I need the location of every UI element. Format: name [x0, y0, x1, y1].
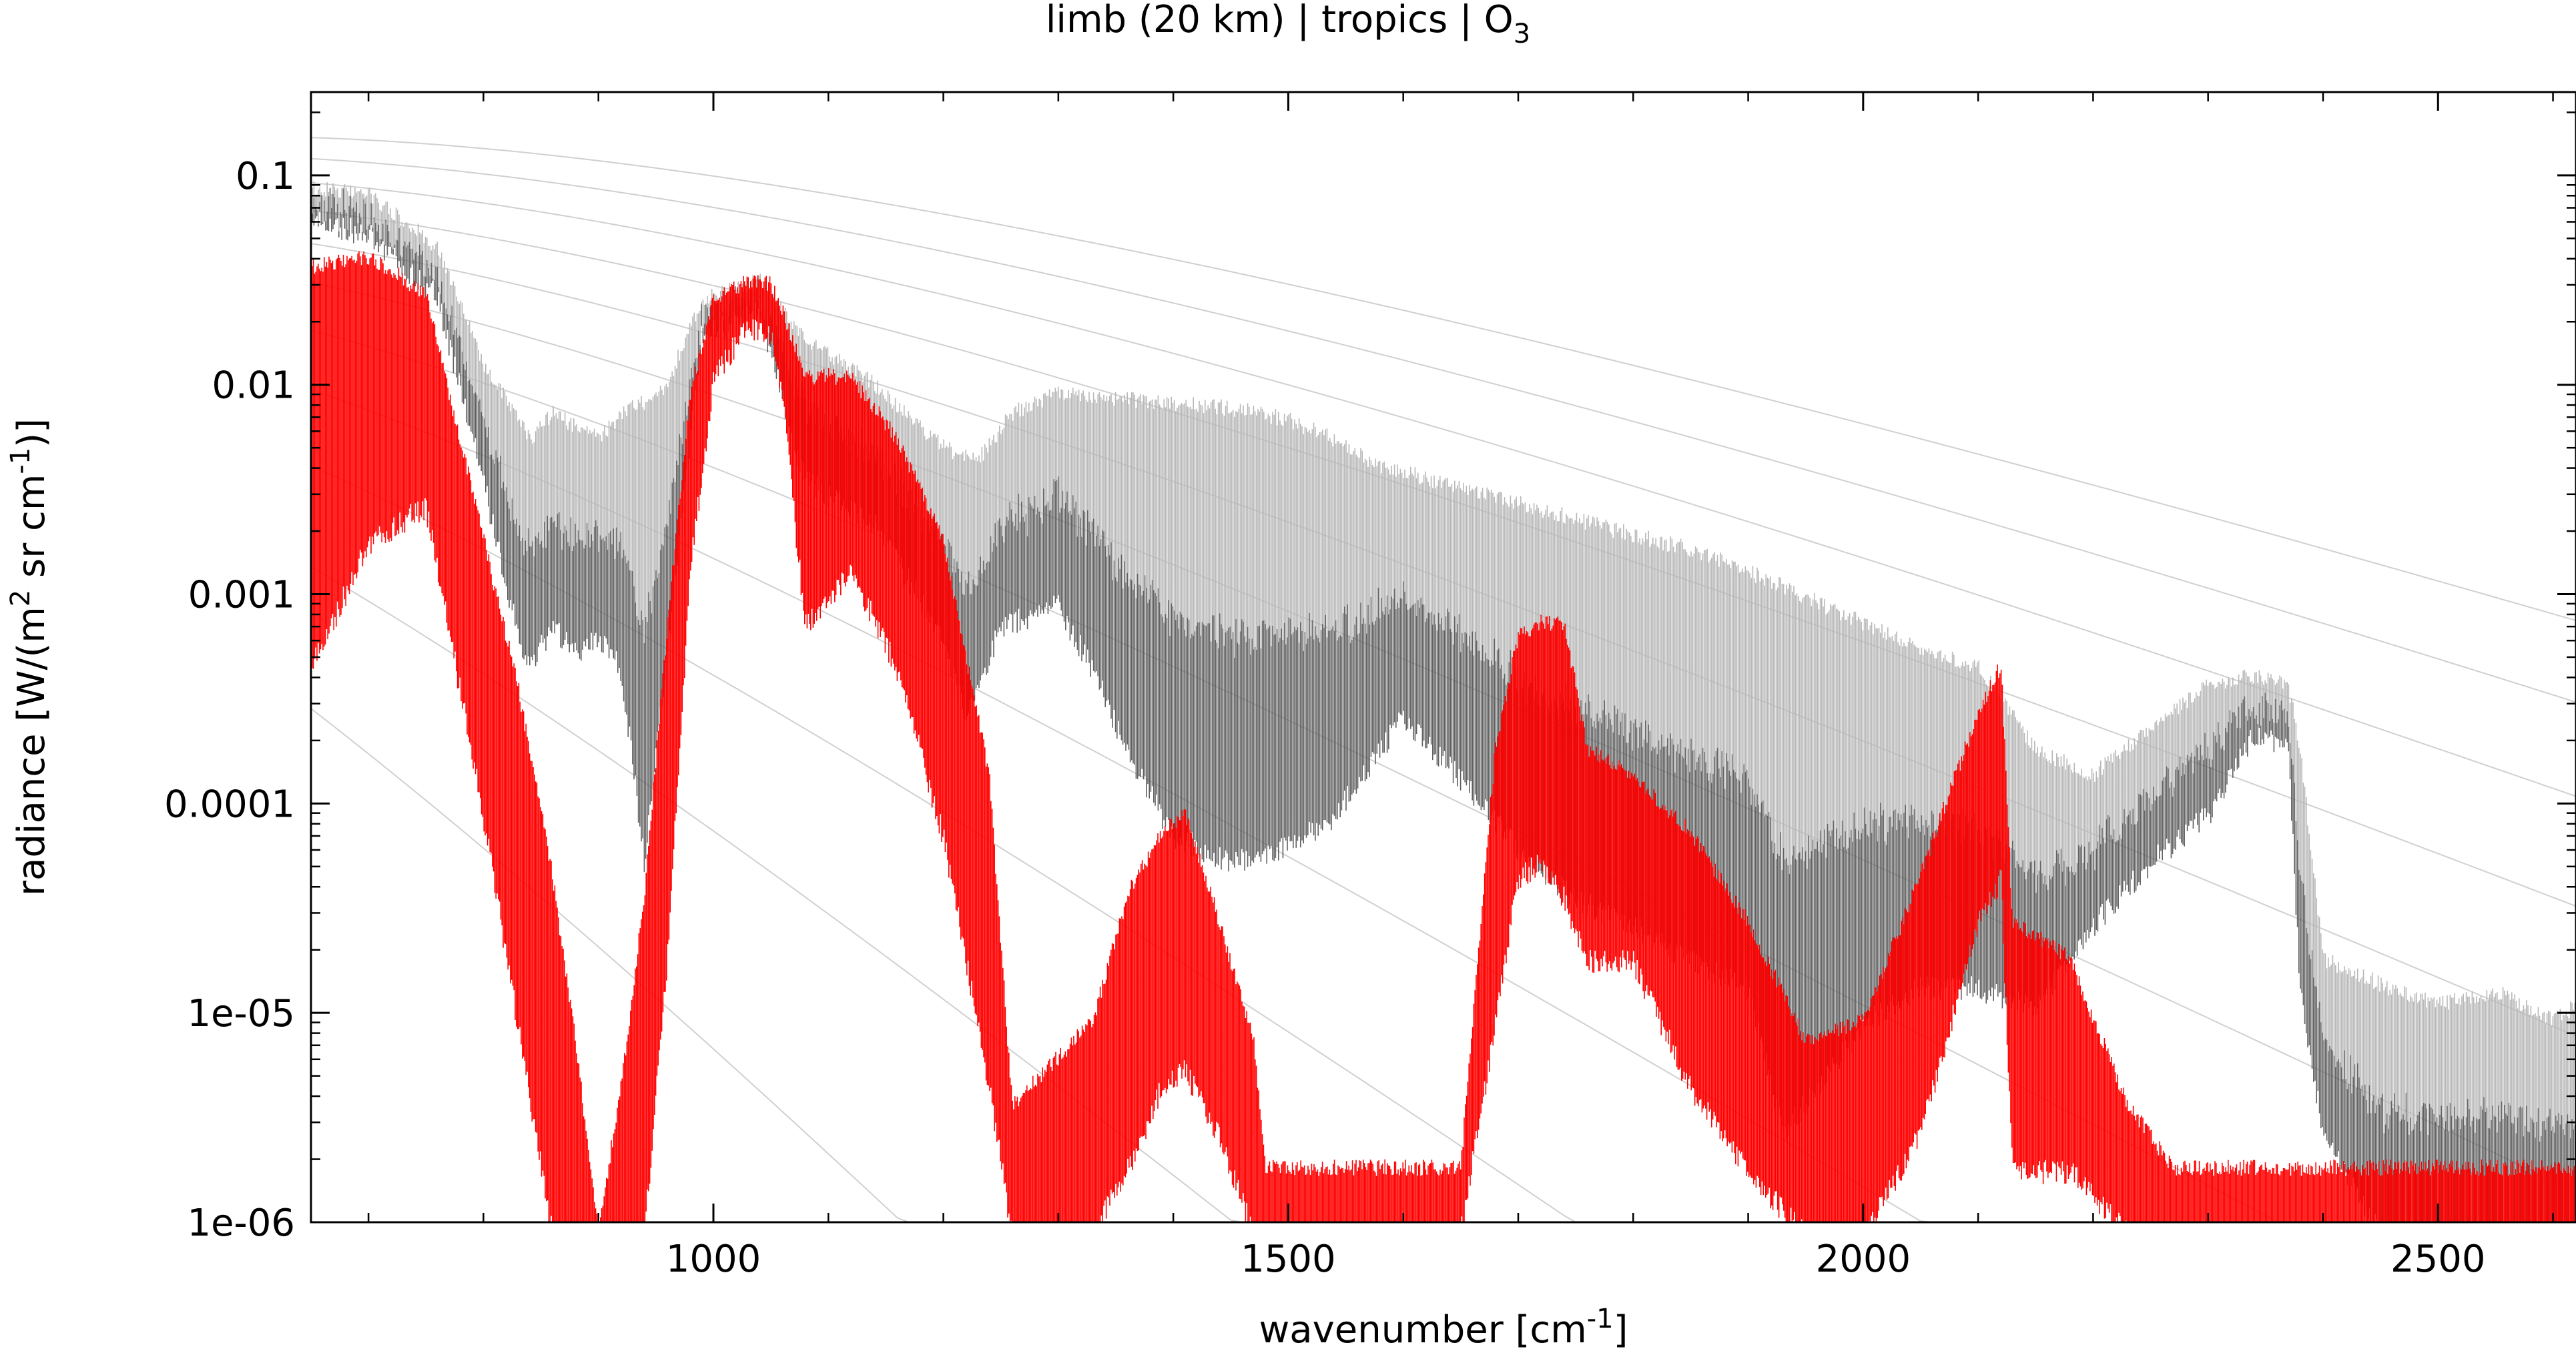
- y-tick-label: 0.1: [236, 155, 295, 198]
- tick-layer: 1000 1500 2000 2500 0.1 0.01 0.001 0.0001 1e-05 1…: [164, 92, 2576, 1281]
- reference-curve: [310, 157, 2576, 703]
- y-tick-label: 0.0001: [164, 783, 295, 826]
- x-tick-label: 1500: [1241, 1238, 1336, 1281]
- reference-curve: [310, 137, 2576, 622]
- y-tick-label: 1e-06: [187, 1202, 295, 1245]
- y-axis-title: radiance [W/(m2 sr cm-1)]: [5, 418, 53, 896]
- x-tick-label: 2500: [2390, 1238, 2486, 1281]
- x-tick-label: 1000: [666, 1238, 761, 1281]
- x-axis-title: wavenumber [cm-1]: [1259, 1304, 1628, 1352]
- y-tick-label: 0.001: [188, 574, 295, 617]
- x-tick-label: 2000: [1816, 1238, 1911, 1281]
- reference-curve: [310, 182, 2576, 797]
- chart-title: limb (20 km) | tropics | O3: [1046, 0, 1530, 49]
- y-tick-label: 1e-05: [187, 992, 295, 1035]
- y-tick-label: 0.01: [212, 364, 295, 408]
